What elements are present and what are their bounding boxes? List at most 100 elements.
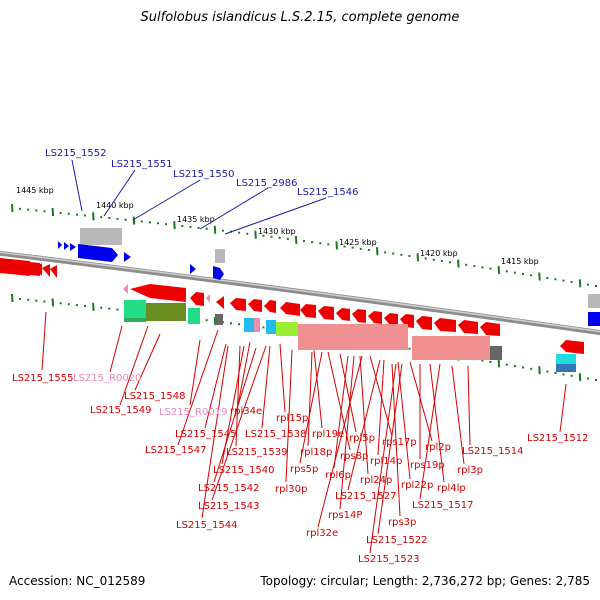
gene-label: LS215_1555 — [12, 373, 73, 384]
scale-dot — [424, 257, 427, 260]
leader-line — [467, 365, 471, 446]
leader-line — [261, 345, 271, 429]
scale-dot — [165, 223, 168, 226]
scale-tick — [416, 253, 420, 262]
scale-dot — [67, 303, 70, 306]
scale-dot — [513, 365, 516, 368]
gene-label: rpl2p — [425, 442, 451, 453]
scale-dot — [75, 213, 78, 216]
gene-label: rpl32e — [306, 528, 338, 539]
scale-dot — [140, 220, 143, 223]
scale-tick — [578, 279, 582, 288]
scale-dot — [84, 214, 86, 217]
leader-line — [119, 325, 149, 406]
scale-dot — [449, 261, 451, 264]
gene-label: LS215_1538 — [245, 429, 306, 440]
scale-dot — [595, 285, 597, 287]
gene-label: rpl24p — [360, 475, 392, 486]
scale-dot — [157, 222, 159, 225]
leader-line — [391, 363, 401, 517]
scale-dot — [270, 235, 273, 238]
scale-tick — [11, 293, 14, 303]
leader-line — [409, 361, 433, 442]
forward-gene — [588, 312, 600, 326]
leader-line — [317, 355, 363, 528]
leader-line — [339, 353, 357, 433]
gene-feature-grey — [80, 228, 122, 245]
reverse-gene — [0, 258, 30, 276]
scale-dot — [367, 249, 370, 252]
gene-label: rpl15p — [276, 413, 308, 424]
genome-backbone — [0, 250, 600, 336]
accession-text: Accession: NC_012589 — [9, 574, 146, 588]
gene-label: rpl22p — [401, 480, 433, 491]
scale-dot — [522, 366, 524, 369]
gene-label: LS215_1512 — [527, 433, 588, 444]
gene-label: rpl34e — [230, 406, 262, 417]
gene-label: LS215_1548 — [124, 391, 185, 402]
gene-feature-grey — [215, 249, 225, 263]
leader-line — [211, 345, 267, 501]
scale-label: 1445 kbp — [16, 186, 54, 195]
leader-line — [559, 383, 567, 433]
leader-line — [377, 363, 403, 535]
scale-dot — [303, 240, 305, 242]
leader-line — [213, 347, 257, 483]
scale-tick — [213, 225, 217, 234]
scale-dot — [319, 242, 322, 245]
scale-dot — [384, 251, 387, 254]
scale-dot — [221, 229, 224, 232]
gene-label: rps14P — [328, 510, 362, 521]
gene-label: rps3p — [388, 517, 416, 528]
gene-label: LS215_1543 — [198, 501, 259, 512]
scale-dot — [116, 217, 119, 220]
leader-line — [285, 349, 293, 483]
scale-dot — [108, 217, 111, 219]
gene-feature-grey — [588, 294, 600, 308]
scale-tick — [254, 230, 257, 239]
scale-dot — [19, 297, 22, 300]
gene-label: rps8p — [340, 451, 368, 462]
scale-tick — [497, 265, 501, 275]
leader-line — [299, 351, 323, 464]
scale-dot — [408, 347, 411, 350]
leader-line — [134, 333, 161, 391]
scale-dot — [586, 377, 589, 380]
scale-label: 1420 kbp — [420, 249, 458, 258]
forward-strand-genes — [58, 228, 600, 326]
scale-dot — [35, 209, 38, 212]
scale-dot — [311, 241, 314, 244]
gene-label: LS215_R0020 — [73, 373, 141, 384]
scale-dot — [343, 245, 346, 248]
scale-tick — [11, 203, 14, 213]
forward-gene — [213, 266, 224, 280]
scale-tick — [92, 212, 95, 221]
gene-label: rps17p — [382, 437, 417, 448]
scale-dot — [75, 304, 78, 307]
leader-line — [41, 311, 47, 371]
leader-line — [347, 359, 381, 491]
scale-dot — [586, 283, 589, 286]
scale-dot — [27, 208, 30, 211]
leader-line — [377, 359, 385, 456]
scale-dot — [359, 247, 362, 250]
scale-tick — [51, 298, 55, 307]
gene-label: rpl3p — [457, 465, 483, 476]
scale-dot — [43, 210, 46, 213]
scale-dot — [554, 372, 557, 375]
top-labels: LS215_1552 LS215_1551 LS215_1550 LS215_2… — [45, 148, 358, 198]
scale-dot — [327, 243, 330, 246]
scale-dot — [432, 258, 435, 261]
scale-dot — [189, 225, 192, 228]
leader-line — [204, 343, 227, 429]
leader-line — [177, 329, 219, 446]
scale-dot — [205, 227, 208, 230]
scale-dot — [43, 300, 46, 303]
leader-line — [307, 351, 313, 447]
reverse-strand-genes — [0, 258, 584, 372]
scale-dot — [59, 211, 62, 214]
scale-dot — [181, 224, 184, 227]
scale-dot — [19, 207, 22, 210]
scale-dot — [400, 253, 403, 256]
